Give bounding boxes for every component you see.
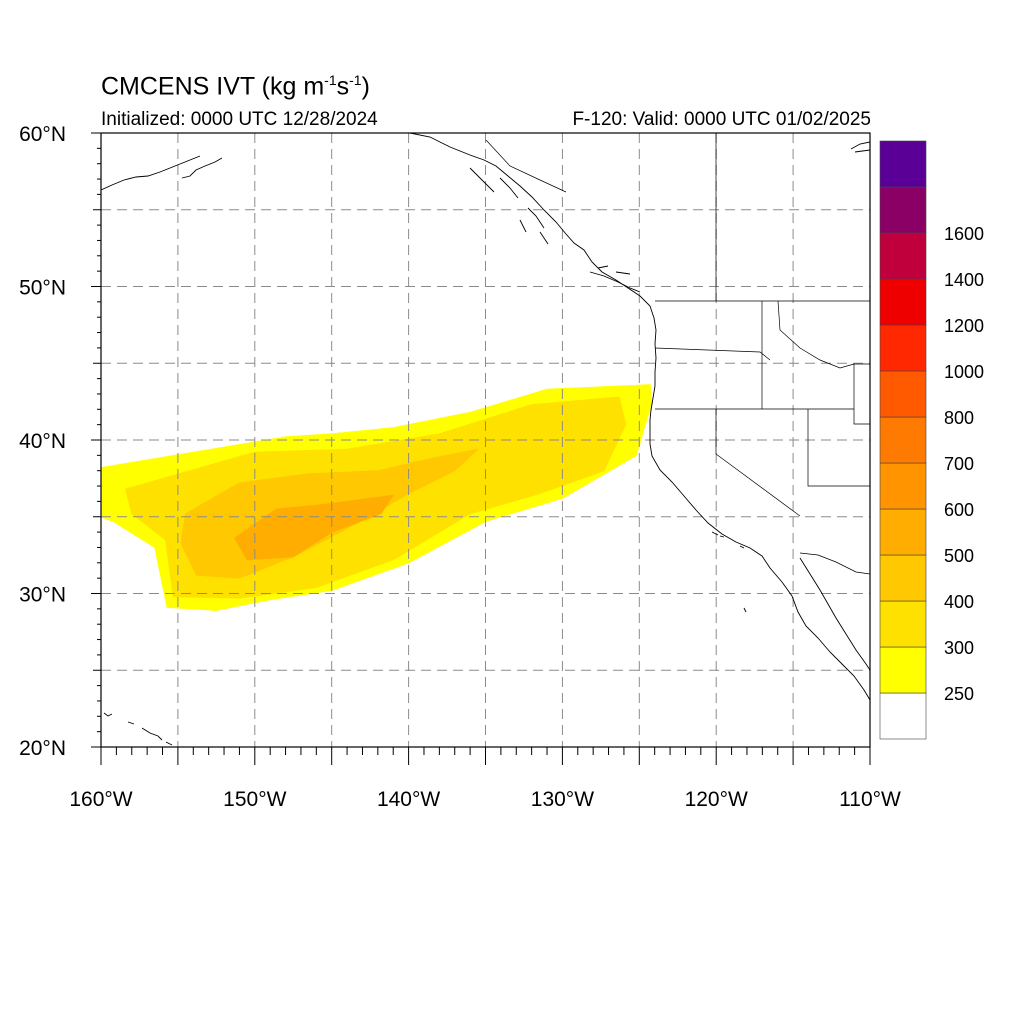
us-state-borders — [654, 133, 870, 517]
latitude-labels: 60°N 50°N 40°N 30°N 20°N — [19, 123, 66, 760]
colorbar-label: 500 — [944, 546, 974, 566]
colorbar-box — [879, 462, 927, 510]
colorbar-box — [879, 600, 927, 648]
lon-label: 130°W — [531, 788, 594, 811]
lat-label: 40°N — [19, 430, 66, 453]
colorbar-label: 1000 — [944, 362, 984, 382]
lat-label: 20°N — [19, 737, 66, 760]
colorbar-label: 1400 — [944, 270, 984, 290]
graticule — [101, 133, 870, 747]
colorbar-box — [879, 508, 927, 556]
colorbar-box — [879, 554, 927, 602]
lat-label: 50°N — [19, 277, 66, 300]
aleutian-coast — [101, 155, 223, 191]
map-title: CMCENS IVT (kg m-1s-1) — [101, 72, 370, 101]
longitude-labels: 160°W 150°W 140°W 130°W 120°W 110°W — [69, 788, 901, 811]
colorbar-label: 400 — [944, 592, 974, 612]
lon-label: 140°W — [377, 788, 440, 811]
valid-time-label: F-120: Valid: 0000 UTC 01/02/2025 — [572, 109, 871, 130]
alaska-canada-border — [485, 139, 567, 193]
lat-label: 60°N — [19, 123, 66, 146]
channel-islands — [711, 531, 747, 613]
ivt-colorbar: 250 300 400 500 600 700 800 1000 1200 1400 1600 — [879, 140, 984, 740]
political-borders — [485, 133, 870, 575]
lon-label: 160°W — [69, 788, 132, 811]
colorbar-box — [879, 186, 927, 234]
init-time-label: Initialized: 0000 UTC 12/28/2024 — [101, 109, 378, 130]
colorbar-label: 1600 — [944, 224, 984, 244]
colorbar-label: 700 — [944, 454, 974, 474]
colorbar-box — [879, 232, 927, 280]
lon-label: 110°W — [839, 788, 901, 811]
colorbar-box — [879, 324, 927, 372]
colorbar-label: 800 — [944, 408, 974, 428]
colorbar-label: 600 — [944, 500, 974, 520]
ivt-fill-layer — [101, 384, 653, 611]
us-mexico-border — [799, 552, 870, 575]
map-frame — [100, 132, 871, 748]
lon-label: 150°W — [223, 788, 286, 811]
bc-island-coast — [589, 265, 641, 293]
lon-label: 120°W — [685, 788, 748, 811]
colorbar-box — [879, 140, 927, 188]
colorbar-box — [879, 692, 927, 740]
north-america-coastline — [409, 133, 870, 701]
baja-gulf-coast — [799, 557, 870, 671]
colorbar-label: 300 — [944, 638, 974, 658]
colorbar-box — [879, 646, 927, 694]
colorbar-label: 250 — [944, 684, 974, 704]
colorbar-box — [879, 416, 927, 464]
colorbar-label: 1200 — [944, 316, 984, 336]
lat-label: 30°N — [19, 584, 66, 607]
axis-ticks — [91, 132, 871, 765]
ivt-region-500 — [234, 494, 395, 561]
hawaii-islands — [103, 712, 173, 746]
colorbar-box — [879, 278, 927, 326]
colorbar-box — [879, 370, 927, 418]
coastlines — [101, 133, 870, 746]
alaska-panhandle-islands — [469, 167, 549, 245]
